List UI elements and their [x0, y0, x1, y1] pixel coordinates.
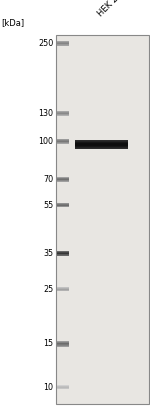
Bar	[75, 143, 128, 144]
Bar	[75, 145, 128, 146]
Bar	[57, 289, 69, 290]
Bar	[57, 181, 69, 182]
Bar	[75, 146, 128, 147]
Bar	[57, 206, 69, 207]
Bar	[57, 141, 69, 142]
Bar	[57, 344, 69, 345]
Text: 10: 10	[43, 383, 53, 392]
Bar	[57, 253, 69, 254]
Bar	[75, 144, 128, 145]
Text: 250: 250	[38, 39, 53, 48]
Bar	[57, 180, 69, 181]
Bar	[57, 341, 69, 342]
Bar	[57, 203, 69, 204]
Bar	[57, 388, 69, 389]
Bar	[57, 140, 69, 141]
Bar	[57, 111, 69, 112]
Text: [kDa]: [kDa]	[2, 18, 25, 27]
Text: 100: 100	[38, 137, 53, 146]
Bar	[56, 35, 148, 404]
Bar	[75, 148, 128, 149]
Text: 15: 15	[43, 339, 53, 349]
Bar	[57, 254, 69, 255]
Text: 70: 70	[43, 175, 53, 184]
Bar	[57, 204, 69, 205]
Bar	[57, 42, 69, 43]
Bar	[57, 114, 69, 115]
Text: 130: 130	[38, 109, 53, 118]
Text: 25: 25	[43, 285, 53, 294]
Bar	[57, 386, 69, 387]
Text: 55: 55	[43, 201, 53, 210]
Bar	[57, 115, 69, 116]
Bar	[57, 40, 69, 41]
Bar	[57, 45, 69, 46]
Bar	[57, 44, 69, 45]
Bar	[57, 142, 69, 143]
Bar	[57, 205, 69, 206]
Bar	[57, 345, 69, 346]
Bar	[57, 385, 69, 386]
Bar	[57, 41, 69, 42]
Bar	[57, 342, 69, 343]
Bar	[57, 290, 69, 291]
Bar	[57, 112, 69, 113]
Bar	[75, 142, 128, 143]
Text: HEK 293: HEK 293	[96, 0, 127, 19]
Bar	[57, 139, 69, 140]
Bar	[57, 179, 69, 180]
Bar	[57, 255, 69, 256]
Bar	[75, 147, 128, 148]
Bar	[75, 141, 128, 142]
Text: 35: 35	[43, 249, 53, 258]
Bar	[57, 113, 69, 114]
Bar	[57, 178, 69, 179]
Bar	[57, 346, 69, 347]
Bar	[57, 177, 69, 178]
Bar	[57, 43, 69, 44]
Bar	[57, 343, 69, 344]
Bar	[57, 251, 69, 252]
Bar	[57, 252, 69, 253]
